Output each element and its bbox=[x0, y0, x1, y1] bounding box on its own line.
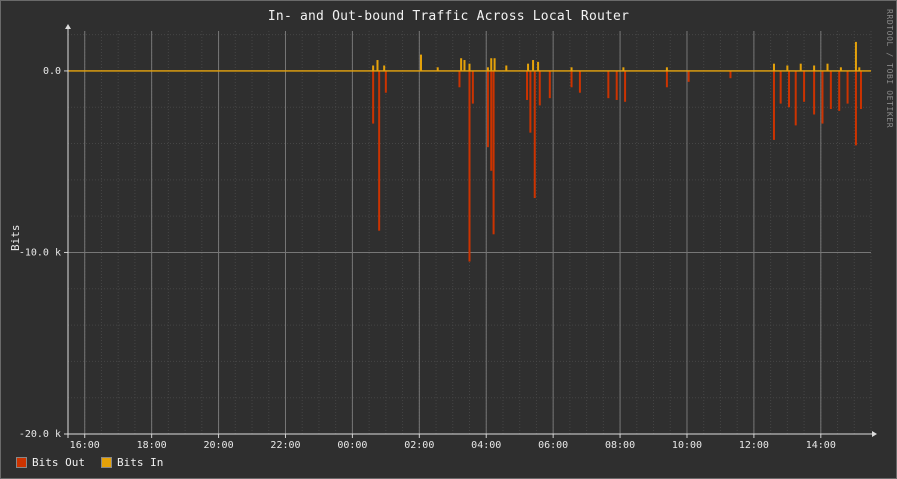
bits-in-spike bbox=[813, 65, 816, 71]
bits-out-spike bbox=[788, 70, 791, 108]
legend-item-bits-in: Bits In bbox=[100, 456, 164, 469]
axes bbox=[64, 24, 877, 438]
bits-in-spike bbox=[486, 67, 489, 71]
x-tick-label: 10:00 bbox=[672, 440, 702, 451]
bits-in-spike bbox=[460, 58, 463, 71]
bits-in-spike bbox=[383, 65, 386, 71]
x-tick-label: 04:00 bbox=[471, 440, 501, 451]
y-axis-arrow bbox=[65, 24, 71, 29]
bits-out-spike bbox=[492, 70, 495, 235]
bits-in-spike bbox=[799, 63, 802, 71]
bits-out-spike bbox=[372, 70, 375, 124]
legend-swatch-bits-in bbox=[100, 457, 112, 468]
y-tick-labels: 0.0 -10.0 k -20.0 k bbox=[19, 66, 61, 440]
bits-out-spike bbox=[779, 70, 782, 104]
bits-out-spike bbox=[794, 70, 797, 126]
bits-in-spike bbox=[490, 58, 493, 71]
bits-out-spike bbox=[384, 70, 387, 93]
bits-out-spike bbox=[468, 70, 471, 262]
x-tick-label: 18:00 bbox=[137, 440, 167, 451]
bits-out-spike bbox=[538, 70, 541, 106]
bits-out-spike bbox=[729, 70, 732, 79]
bits-in-spike bbox=[858, 67, 861, 71]
x-tick-label: 22:00 bbox=[270, 440, 300, 451]
bits-out-spike bbox=[854, 70, 857, 146]
y-tick-label: -20.0 k bbox=[19, 429, 61, 440]
legend-label-bits-out: Bits Out bbox=[32, 456, 85, 469]
bits-in-spike bbox=[622, 67, 625, 71]
chart-title: In- and Out-bound Traffic Across Local R… bbox=[267, 9, 630, 24]
bits-in-spike bbox=[527, 63, 530, 71]
bits-out-spike bbox=[490, 70, 493, 171]
x-tick-labels: 16:00 18:00 20:00 22:00 00:00 02:00 04:00 06:00… bbox=[70, 440, 836, 451]
bits-in-spike bbox=[772, 63, 775, 71]
bits-out-spike bbox=[829, 70, 832, 110]
bits-out-spike bbox=[772, 70, 775, 140]
rrdtool-watermark: RRDTOOL / TOBI OETIKER bbox=[885, 9, 894, 129]
bits-out-spike bbox=[578, 70, 581, 93]
bits-in-spike bbox=[436, 67, 439, 71]
bits-out-spike bbox=[529, 70, 532, 133]
bits-out-spike bbox=[471, 70, 474, 104]
bits-out-spike bbox=[687, 70, 690, 82]
bits-in-spike bbox=[786, 65, 789, 71]
bits-in-series bbox=[372, 41, 861, 71]
bits-out-spike bbox=[624, 70, 627, 102]
legend-item-bits-out: Bits Out bbox=[16, 456, 85, 469]
y-tick-label: 0.0 bbox=[43, 66, 61, 77]
legend-label-bits-in: Bits In bbox=[116, 456, 164, 469]
legend-swatch-bits-out bbox=[16, 457, 27, 468]
bits-in-spike bbox=[468, 63, 471, 71]
bits-out-spike bbox=[458, 70, 461, 88]
bits-out-spike bbox=[821, 70, 824, 124]
bits-out-spike bbox=[665, 70, 668, 88]
bits-in-spike bbox=[537, 61, 540, 71]
bits-in-spike bbox=[493, 58, 496, 71]
bits-out-spike bbox=[533, 70, 536, 199]
bits-out-spike bbox=[859, 70, 862, 110]
bits-in-spike bbox=[419, 54, 422, 71]
bits-in-spike bbox=[839, 67, 842, 71]
x-tick-label: 14:00 bbox=[806, 440, 836, 451]
x-tick-label: 20:00 bbox=[204, 440, 234, 451]
bits-out-spike bbox=[803, 70, 806, 102]
bits-out-spike bbox=[486, 70, 489, 148]
bits-in-spike bbox=[532, 60, 535, 71]
bits-out-series bbox=[372, 70, 862, 262]
x-tick-label: 06:00 bbox=[538, 440, 568, 451]
bits-out-spike bbox=[378, 70, 381, 231]
bits-out-spike bbox=[615, 70, 618, 100]
bits-in-spike bbox=[463, 60, 466, 71]
x-tick-label: 16:00 bbox=[70, 440, 100, 451]
bits-out-spike bbox=[846, 70, 849, 104]
bits-out-spike bbox=[526, 70, 529, 100]
x-tick-label: 02:00 bbox=[404, 440, 434, 451]
bits-in-spike bbox=[826, 63, 829, 71]
bits-out-spike bbox=[570, 70, 573, 88]
bits-in-spike bbox=[376, 60, 379, 71]
bits-out-spike bbox=[838, 70, 841, 111]
x-axis-arrow bbox=[872, 431, 877, 437]
bits-in-spike bbox=[854, 41, 857, 71]
bits-out-spike bbox=[548, 70, 551, 99]
x-tick-label: 12:00 bbox=[739, 440, 769, 451]
bits-in-spike bbox=[372, 65, 375, 71]
y-tick-label: -10.0 k bbox=[19, 247, 61, 258]
bits-out-spike bbox=[607, 70, 610, 99]
bits-in-spike bbox=[505, 65, 508, 71]
bits-out-spike bbox=[813, 70, 816, 115]
bits-in-spike bbox=[665, 67, 668, 71]
legend: Bits Out Bits In bbox=[16, 456, 163, 469]
x-tick-label: 08:00 bbox=[605, 440, 635, 451]
x-tick-label: 00:00 bbox=[337, 440, 367, 451]
bits-in-spike bbox=[570, 67, 573, 71]
